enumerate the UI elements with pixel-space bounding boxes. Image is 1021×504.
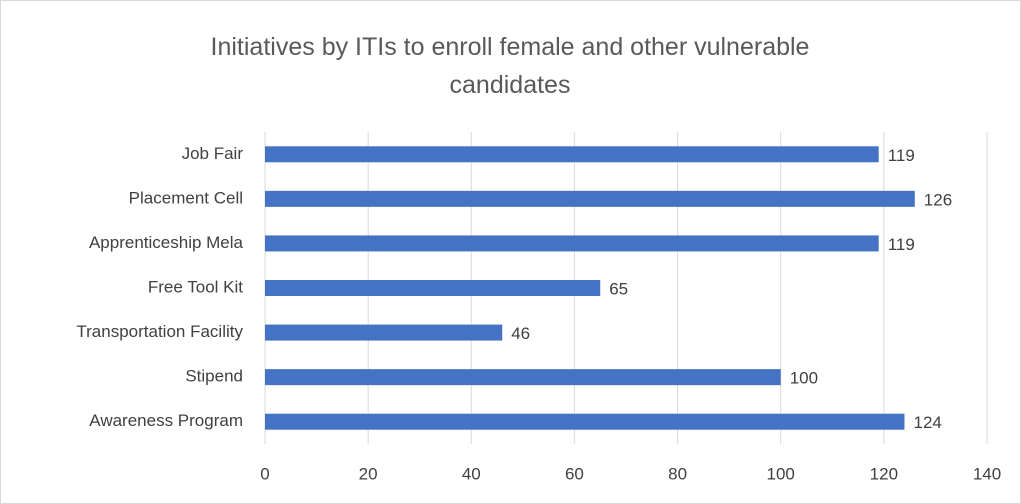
data-label: 46 <box>511 324 530 343</box>
x-tick-label: 80 <box>668 464 687 483</box>
bar <box>265 146 879 163</box>
x-tick-label: 0 <box>260 464 269 483</box>
y-tick-label: Stipend <box>185 367 243 386</box>
x-tick-label: 20 <box>359 464 378 483</box>
x-tick-label: 40 <box>462 464 481 483</box>
y-tick-label: Free Tool Kit <box>148 277 243 296</box>
y-tick-label: Job Fair <box>182 144 244 163</box>
x-tick-label: 100 <box>767 464 795 483</box>
x-tick-label: 140 <box>973 464 1001 483</box>
bar <box>265 324 503 341</box>
bar <box>265 235 879 252</box>
data-label: 100 <box>790 369 818 388</box>
y-tick-label: Awareness Program <box>89 411 243 430</box>
bar <box>265 280 601 296</box>
data-label: 126 <box>924 190 952 209</box>
data-label: 119 <box>888 146 915 165</box>
y-tick-label: Apprenticeship Mela <box>89 233 244 252</box>
data-label: 65 <box>609 279 628 298</box>
bar <box>265 369 781 386</box>
y-tick-label: Placement Cell <box>129 188 243 207</box>
data-label: 119 <box>888 235 915 254</box>
chart-title: Initiatives by ITIs to enroll female and… <box>210 33 810 99</box>
bar <box>265 413 905 430</box>
y-tick-label: Transportation Facility <box>76 322 243 341</box>
data-label: 124 <box>913 413 941 432</box>
x-tick-label: 60 <box>565 464 584 483</box>
bar <box>265 190 915 207</box>
x-tick-label: 120 <box>870 464 898 483</box>
